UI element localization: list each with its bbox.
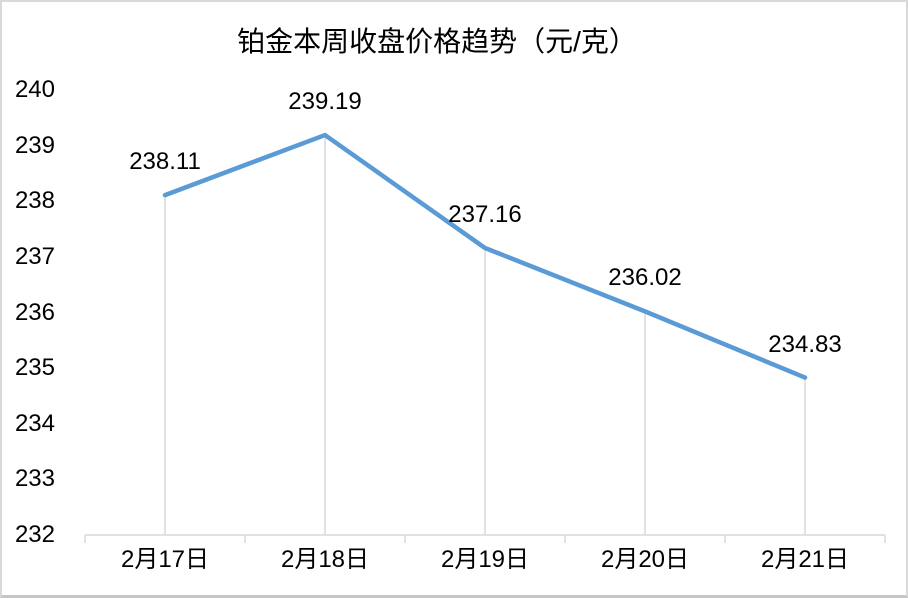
y-tick-label: 237 bbox=[14, 242, 55, 270]
x-category-label: 2月19日 bbox=[440, 546, 530, 573]
series-line bbox=[162, 132, 808, 380]
chart-title: 铂金本周收盘价格趋势（元/克） bbox=[237, 26, 637, 57]
x-category-label: 2月20日 bbox=[600, 546, 690, 573]
data-point-label: 236.02 bbox=[608, 264, 682, 292]
data-point-label: 234.83 bbox=[768, 330, 842, 358]
y-tick-label: 238 bbox=[14, 187, 55, 215]
y-tick-label: 232 bbox=[14, 521, 55, 548]
data-point-label: 238.11 bbox=[129, 148, 201, 176]
x-category-label: 2月18日 bbox=[280, 546, 370, 573]
x-category-label: 2月21日 bbox=[760, 546, 850, 573]
data-point-label: 237.16 bbox=[448, 200, 522, 228]
y-tick-label: 240 bbox=[14, 76, 55, 103]
x-category-label: 2月17日 bbox=[120, 546, 210, 573]
y-tick-label: 236 bbox=[14, 298, 55, 326]
data-point-label: 239.19 bbox=[288, 88, 362, 116]
y-tick-label: 234 bbox=[14, 409, 55, 437]
y-tick-label: 239 bbox=[14, 131, 55, 159]
y-tick-label: 233 bbox=[14, 465, 55, 493]
y-tick-label: 235 bbox=[14, 354, 55, 382]
